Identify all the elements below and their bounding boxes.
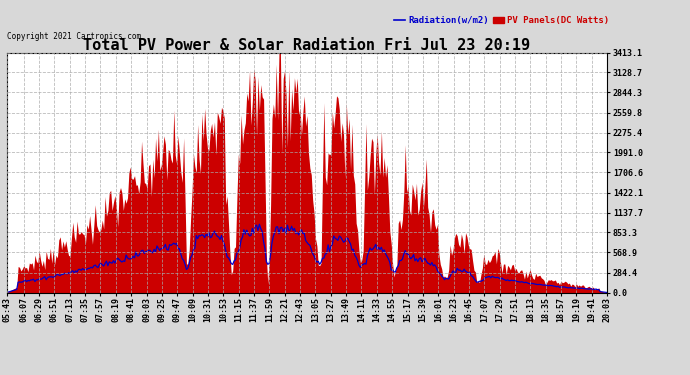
Title: Total PV Power & Solar Radiation Fri Jul 23 20:19: Total PV Power & Solar Radiation Fri Jul…: [83, 38, 531, 52]
Legend: Radiation(w/m2), PV Panels(DC Watts): Radiation(w/m2), PV Panels(DC Watts): [395, 16, 609, 25]
Text: Copyright 2021 Cartronics.com: Copyright 2021 Cartronics.com: [7, 32, 141, 41]
